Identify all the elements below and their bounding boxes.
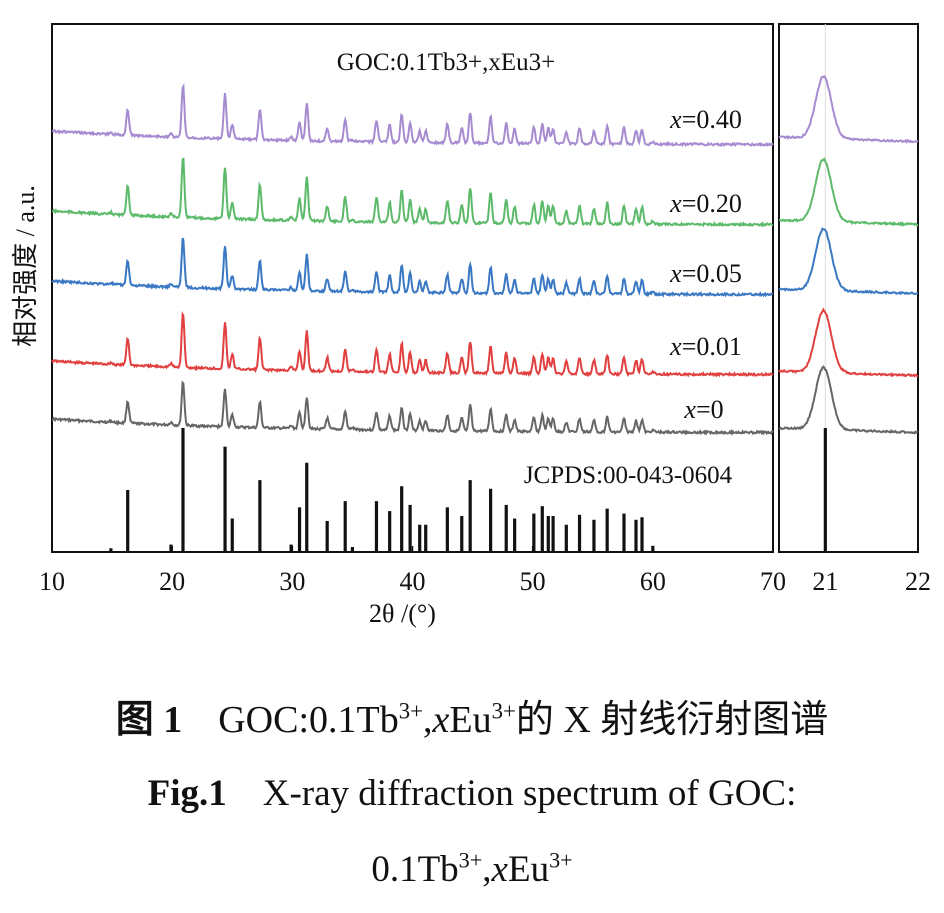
series-line-zoom xyxy=(778,74,919,144)
main-xtick-label: 10 xyxy=(39,567,65,596)
series-line-zoom xyxy=(778,307,919,378)
zoom-xtick-label: 22 xyxy=(905,567,931,596)
chart-inset-title: GOC:0.1Tb3+,xEu3+ xyxy=(337,49,555,76)
series-label: x=0.01 xyxy=(669,332,742,361)
series-label: x=0.05 xyxy=(669,259,742,288)
reference-label: JCPDS:00-043-0604 xyxy=(524,462,733,489)
caption-chinese: 图 1 GOC:0.1Tb3+,xEu3+的 X 射线衍射图谱 xyxy=(0,688,944,743)
caption-zh-var: x xyxy=(432,699,450,741)
caption-zh-label: 图 1 xyxy=(115,699,183,741)
series-line-main xyxy=(51,380,774,436)
series-line-main xyxy=(51,310,774,378)
main-xtick-label: 20 xyxy=(159,567,185,596)
caption-en2-text-b: , xyxy=(482,849,492,890)
y-axis-label: 相对强度 / a.u. xyxy=(11,185,40,347)
caption-zh-sup1: 3+ xyxy=(398,698,423,724)
caption-en2-text-a: 0.1Tb xyxy=(371,849,459,890)
caption-en2-var: x xyxy=(491,849,508,890)
xrd-chart: 10 20 30 40 50 60 70 21 22 2θ /(°) 相对强度 / a.u. GOC:… xyxy=(11,23,931,628)
series-label: x=0 xyxy=(683,395,723,424)
series-line-main xyxy=(51,157,774,228)
caption-zh-text-a: GOC:0.1Tb xyxy=(218,699,399,741)
series-label: x=0.20 xyxy=(669,189,742,218)
main-xtick-label: 30 xyxy=(279,567,305,596)
series-line-zoom xyxy=(779,156,919,227)
caption-zh-text-c: Eu xyxy=(449,699,492,741)
series-line-main xyxy=(51,237,774,298)
main-xtick-label: 50 xyxy=(520,567,546,596)
zoom-xtick-label: 21 xyxy=(812,567,838,596)
caption-en2-sup1: 3+ xyxy=(458,847,483,873)
caption-english: Fig.1 X-ray diffraction spectrum of GOC: xyxy=(0,772,944,815)
caption-zh-text-b: , xyxy=(422,699,433,741)
main-xtick-label: 60 xyxy=(640,567,666,596)
series-line-zoom xyxy=(778,227,919,296)
caption-en-text: X-ray diffraction spectrum of GOC: xyxy=(262,773,797,814)
main-xtick-label: 70 xyxy=(760,567,786,596)
caption-en2-sup2: 3+ xyxy=(549,847,573,873)
zoom-panel-frame xyxy=(778,23,919,553)
xrd-figure: 10 20 30 40 50 60 70 21 22 2θ /(°) 相对强度 / a.u. GOC:… xyxy=(11,23,931,628)
caption-en2-text-c: Eu xyxy=(507,849,550,890)
series-label: x=0.40 xyxy=(669,105,742,134)
series-line-main xyxy=(51,82,774,148)
caption-zh-text-d: 的 X 射线衍射图谱 xyxy=(515,699,829,741)
caption-en-label: Fig.1 xyxy=(147,773,227,814)
caption-english-line2: 0.1Tb3+,xEu3+ xyxy=(0,848,944,891)
x-axis-label: 2θ /(°) xyxy=(369,599,436,628)
main-xtick-label: 40 xyxy=(400,567,426,596)
series-line-zoom xyxy=(778,365,919,435)
caption-zh-sup2: 3+ xyxy=(491,698,516,724)
